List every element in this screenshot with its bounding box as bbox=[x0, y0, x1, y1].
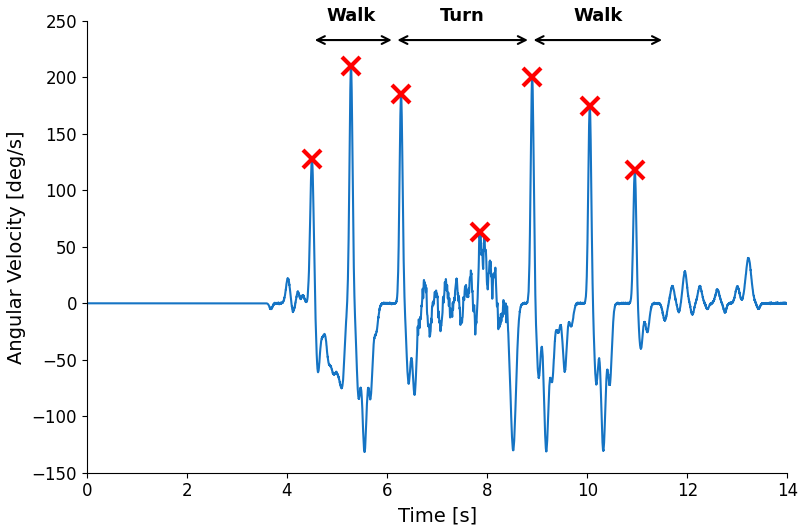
Text: Turn: Turn bbox=[440, 7, 485, 26]
Text: Walk: Walk bbox=[326, 7, 376, 26]
Y-axis label: Angular Velocity [deg/s]: Angular Velocity [deg/s] bbox=[7, 130, 26, 363]
Text: Walk: Walk bbox=[573, 7, 622, 26]
X-axis label: Time [s]: Time [s] bbox=[398, 506, 477, 525]
